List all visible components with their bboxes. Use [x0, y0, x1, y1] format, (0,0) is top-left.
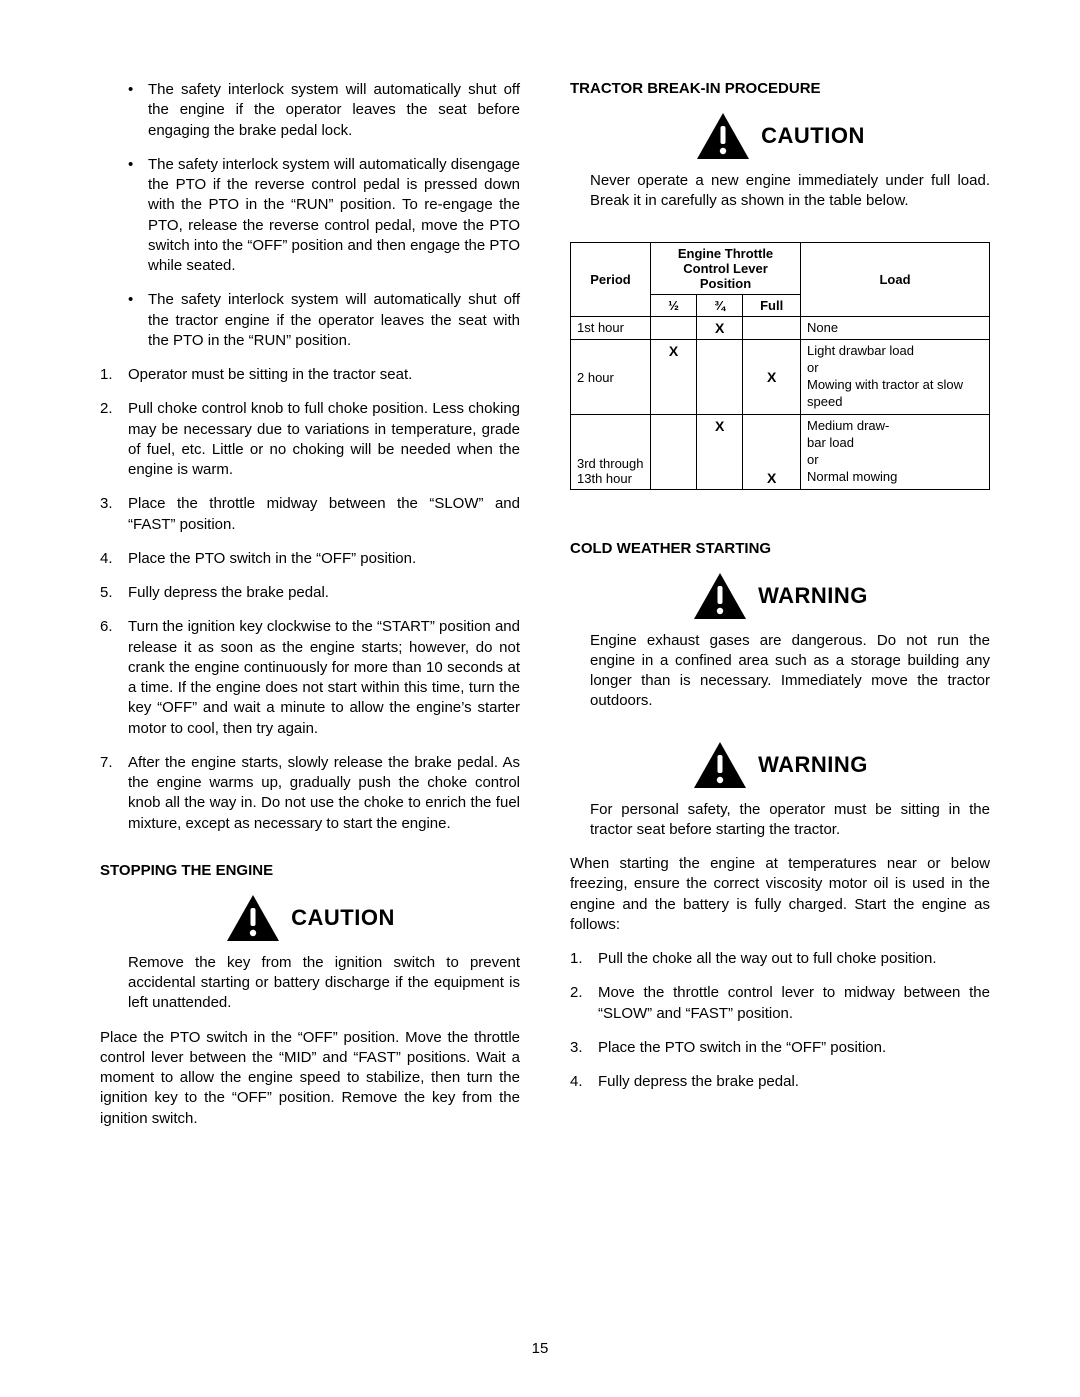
cold-heading: COLD WEATHER STARTING	[570, 540, 990, 557]
warning-text: Engine exhaust gases are dangerous. Do n…	[590, 631, 990, 712]
left-column: The safety interlock system will automat…	[100, 80, 520, 1129]
x-cell	[651, 316, 697, 340]
caution-header: CAUTION	[570, 111, 990, 161]
col-load: Load	[801, 242, 990, 316]
page-number: 15	[0, 1340, 1080, 1357]
step-item: Turn the ignition key clockwise to the “…	[128, 617, 520, 739]
sub-full: Full	[743, 294, 801, 316]
table-row: 2 hour X X Light drawbar loadorMowing wi…	[571, 340, 990, 415]
col-period: Period	[571, 242, 651, 316]
warning-triangle-icon	[695, 111, 751, 161]
step-item: Place the throttle midway between the “S…	[128, 494, 520, 535]
step-item: Pull the choke all the way out to full c…	[598, 949, 990, 969]
period-cell: 1st hour	[571, 316, 651, 340]
breakin-heading: TRACTOR BREAK-IN PROCEDURE	[570, 80, 990, 97]
sub-half: ½	[651, 294, 697, 316]
x-cell: X	[697, 414, 743, 489]
step-item: Move the throttle control lever to midwa…	[598, 983, 990, 1024]
load-cell: Light drawbar loadorMowing with tractor …	[801, 340, 990, 415]
caution-header: CAUTION	[100, 893, 520, 943]
caution-label: CAUTION	[291, 905, 395, 931]
bullet-item: The safety interlock system will automat…	[148, 80, 520, 141]
step-item: Place the PTO switch in the “OFF” positi…	[598, 1038, 990, 1058]
step-item: Fully depress the brake pedal.	[598, 1072, 990, 1092]
breakin-table: Period Engine Throttle Control Lever Pos…	[570, 242, 990, 490]
period-cell: 2 hour	[571, 340, 651, 415]
warning-box-1: WARNING Engine exhaust gases are dangero…	[590, 571, 990, 712]
period-cell: 3rd through 13th hour	[571, 414, 651, 489]
warning-triangle-icon	[225, 893, 281, 943]
step-item: After the engine starts, slowly release …	[128, 753, 520, 834]
caution-label: CAUTION	[761, 123, 865, 149]
start-steps: Operator must be sitting in the tractor …	[100, 365, 520, 834]
col-throttle: Engine Throttle Control Lever Position	[651, 242, 801, 294]
table-row: 1st hour X None	[571, 316, 990, 340]
warning-triangle-icon	[692, 571, 748, 621]
page-content: The safety interlock system will automat…	[0, 0, 1080, 1169]
table-row: 3rd through 13th hour X X Medium draw-ba…	[571, 414, 990, 489]
warning-text: For personal safety, the operator must b…	[590, 800, 990, 841]
x-cell: X	[651, 340, 697, 415]
caution-text: Never operate a new engine immediately u…	[590, 171, 990, 212]
stopping-paragraph: Place the PTO switch in the “OFF” positi…	[100, 1028, 520, 1129]
x-cell	[651, 414, 697, 489]
step-item: Operator must be sitting in the tractor …	[128, 365, 520, 385]
step-item: Place the PTO switch in the “OFF” positi…	[128, 549, 520, 569]
caution-text: Remove the key from the ignition switch …	[128, 953, 520, 1014]
caution-box-breakin: CAUTION Never operate a new engine immed…	[590, 111, 990, 212]
bullet-item: The safety interlock system will automat…	[148, 155, 520, 277]
stopping-heading: STOPPING THE ENGINE	[100, 862, 520, 879]
x-cell: X	[743, 414, 801, 489]
table-header-row: Period Engine Throttle Control Lever Pos…	[571, 242, 990, 294]
warning-header: WARNING	[570, 740, 990, 790]
warning-label: WARNING	[758, 583, 868, 609]
warning-label: WARNING	[758, 752, 868, 778]
x-cell	[743, 316, 801, 340]
caution-box-stopping: CAUTION Remove the key from the ignition…	[128, 893, 520, 1014]
sub-three-quarter: ¾	[697, 294, 743, 316]
warning-triangle-icon	[692, 740, 748, 790]
warning-header: WARNING	[570, 571, 990, 621]
right-column: TRACTOR BREAK-IN PROCEDURE CAUTION Never…	[570, 80, 990, 1129]
cold-steps: Pull the choke all the way out to full c…	[570, 949, 990, 1092]
cold-paragraph: When starting the engine at temperatures…	[570, 854, 990, 935]
step-item: Fully depress the brake pedal.	[128, 583, 520, 603]
x-cell: X	[697, 316, 743, 340]
bullet-item: The safety interlock system will automat…	[148, 290, 520, 351]
x-cell	[697, 340, 743, 415]
safety-bullets: The safety interlock system will automat…	[100, 80, 520, 351]
warning-box-2: WARNING For personal safety, the operato…	[590, 740, 990, 841]
step-item: Pull choke control knob to full choke po…	[128, 399, 520, 480]
load-cell: Medium draw-bar loadorNormal mowing	[801, 414, 990, 489]
load-cell: None	[801, 316, 990, 340]
x-cell: X	[743, 340, 801, 415]
